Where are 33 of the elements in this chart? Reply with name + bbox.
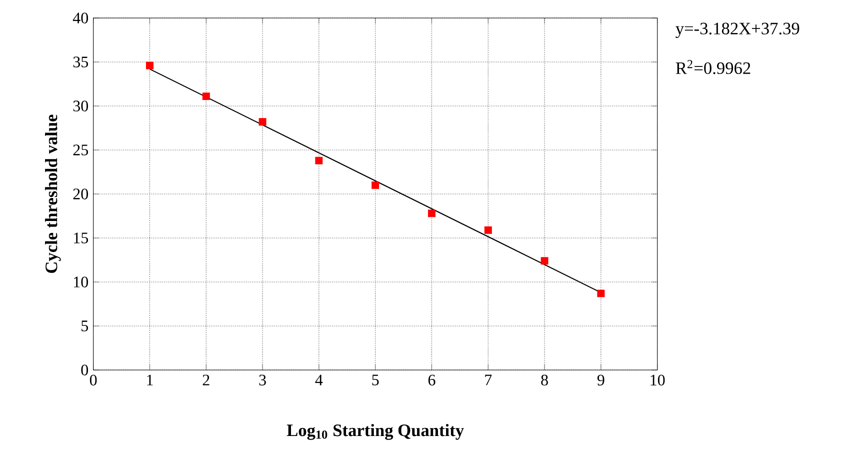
text: y=-3.182X+37.39: [676, 22, 800, 38]
y-tick-label: 5: [82, 320, 88, 332]
point: [258, 118, 266, 126]
x-tick-label: 5: [372, 374, 379, 386]
x-tick-label: 7: [485, 374, 492, 386]
y-tick-label: 25: [73, 144, 88, 156]
point: [540, 257, 548, 265]
x-tick-label: 3: [259, 374, 266, 386]
point: [146, 62, 154, 70]
y-axis-title: Cycle threshold value: [45, 114, 61, 273]
text: R$^{2}$=0.9962: [676, 60, 750, 74]
point: [315, 156, 323, 164]
x-tick-label: 8: [541, 374, 548, 386]
x-tick-label: 10: [650, 374, 665, 386]
x-tick-label: 6: [428, 374, 436, 386]
point: [428, 210, 436, 218]
point: [597, 290, 605, 298]
x-tick-label: 0: [90, 374, 97, 386]
x-tick-label: 1: [147, 374, 153, 386]
x-tick-label: 4: [315, 374, 323, 386]
x-axis-title: Log$_{10}$ Starting Quantity: [286, 424, 464, 440]
y-tick-label: 35: [73, 56, 88, 68]
point: [484, 226, 492, 234]
y-tick-label: 15: [74, 232, 88, 244]
point: [202, 92, 210, 100]
y-tick-label: 20: [73, 188, 88, 200]
y-tick-label: 30: [73, 100, 88, 112]
y-tick-label: 0: [81, 364, 88, 376]
point: [372, 181, 380, 189]
x-tick-label: 2: [202, 374, 210, 386]
y-tick-label: 40: [72, 12, 88, 24]
x-tick-label: 9: [597, 374, 604, 386]
y-tick-label: 10: [74, 276, 88, 288]
